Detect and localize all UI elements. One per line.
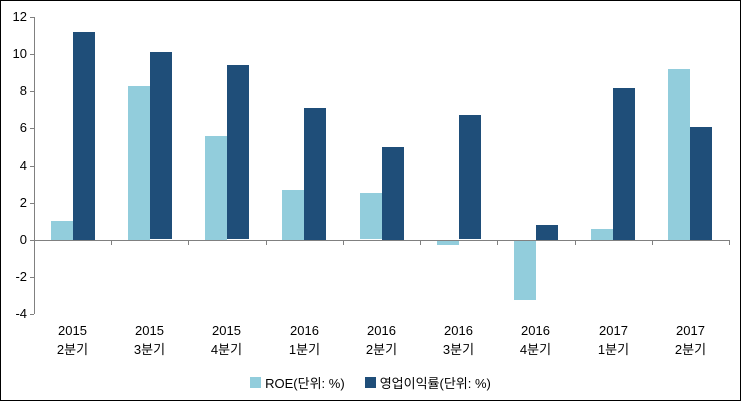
x-category-label: 2017 1분기 [575,321,652,359]
x-label-quarter: 3분기 [442,342,475,357]
y-tick-label: 12 [12,9,27,24]
y-tick [30,314,34,315]
bar-opmargin [150,52,172,239]
bar-roe [668,69,690,240]
x-tick [420,240,421,245]
bar-opmargin [227,65,249,239]
x-label-year: 2016 [290,323,319,338]
y-tick-label: 6 [19,120,27,135]
x-label-year: 2016 [367,323,396,338]
x-label-quarter: 1분기 [288,342,321,357]
y-tick-label: 8 [19,83,27,98]
y-tick-label: -4 [15,306,27,321]
y-tick [30,203,34,204]
x-tick [497,240,498,245]
x-category-label: 2016 3분기 [420,321,497,359]
x-tick [652,240,653,245]
x-category-label: 2017 2분기 [652,321,729,359]
bar-opmargin [382,147,404,240]
y-tick-label: 10 [12,46,27,61]
x-tick [575,240,576,245]
x-label-year: 2015 [135,323,164,338]
y-axis-line [34,17,35,314]
x-axis-line [34,240,729,241]
bar-roe [437,241,459,245]
legend: ROE(단위: %) 영업이익률(단위: %) [1,373,740,392]
x-category-label: 2016 1분기 [266,321,343,359]
x-tick [188,240,189,245]
legend-item-opmargin: 영업이익률(단위: %) [364,373,491,392]
bar-opmargin [304,108,326,240]
x-category-label: 2016 2분기 [343,321,420,359]
bar-opmargin [536,225,558,240]
y-tick [30,166,34,167]
x-tick [343,240,344,245]
y-tick-label: 4 [19,158,27,173]
x-label-quarter: 4분기 [519,342,552,357]
bar-opmargin [459,115,481,239]
x-tick [111,240,112,245]
x-label-quarter: 1분기 [597,342,630,357]
bar-roe [205,136,227,240]
bar-roe [591,229,613,240]
x-label-year: 2016 [521,323,550,338]
legend-label: 영업이익률(단위: %) [379,376,491,391]
legend-swatch-icon [364,377,376,388]
x-tick [266,240,267,245]
y-tick [30,277,34,278]
x-label-year: 2017 [676,323,705,338]
y-tick-label: 2 [19,195,27,210]
y-tick-label: 0 [19,232,27,247]
x-label-quarter: 2분기 [56,342,89,357]
bar-roe [51,221,73,240]
bar-opmargin [613,88,635,240]
x-tick [729,240,730,245]
bar-roe [128,86,150,240]
bar-roe [514,241,536,300]
bar-opmargin [690,127,712,240]
y-tick [30,17,34,18]
x-label-quarter: 4분기 [210,342,243,357]
x-label-quarter: 2분기 [365,342,398,357]
bar-opmargin [73,32,95,240]
x-category-label: 2015 3분기 [111,321,188,359]
y-tick [30,91,34,92]
legend-swatch-icon [250,377,262,388]
x-label-year: 2015 [58,323,87,338]
x-label-year: 2016 [444,323,473,338]
x-category-label: 2015 4분기 [188,321,265,359]
y-tick [30,54,34,55]
legend-item-roe: ROE(단위: %) [250,373,345,392]
x-label-quarter: 3분기 [133,342,166,357]
bar-roe [282,190,304,240]
x-category-label: 2015 2분기 [34,321,111,359]
y-tick-label: -2 [15,269,27,284]
legend-label: ROE(단위: %) [265,376,345,391]
y-tick [30,128,34,129]
x-label-quarter: 2분기 [674,342,707,357]
x-category-label: 2016 4분기 [497,321,574,359]
bar-roe [360,193,382,239]
y-tick [30,240,34,241]
x-label-year: 2015 [212,323,241,338]
x-label-year: 2017 [599,323,628,338]
